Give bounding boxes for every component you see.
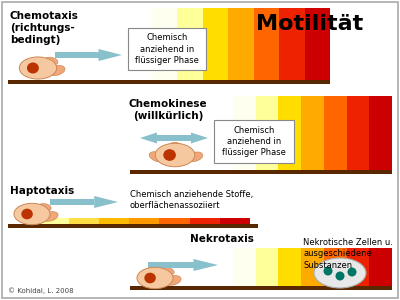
Bar bbox=[220, 218, 250, 226]
Bar bbox=[304, 8, 330, 82]
Bar bbox=[214, 120, 294, 163]
Ellipse shape bbox=[137, 267, 173, 289]
Text: Haptotaxis: Haptotaxis bbox=[10, 186, 74, 196]
Bar bbox=[233, 248, 256, 288]
Ellipse shape bbox=[187, 152, 203, 162]
Bar bbox=[8, 224, 258, 228]
Polygon shape bbox=[98, 49, 122, 61]
Bar bbox=[130, 286, 392, 290]
Text: Chemisch anziehende Stoffe,
oberflächenassoziiert: Chemisch anziehende Stoffe, oberflächena… bbox=[130, 190, 253, 211]
Bar bbox=[99, 218, 129, 226]
Bar bbox=[301, 248, 324, 288]
Bar bbox=[369, 96, 392, 172]
Bar bbox=[126, 8, 152, 82]
Bar bbox=[8, 218, 38, 226]
Ellipse shape bbox=[44, 57, 58, 65]
Bar bbox=[68, 218, 99, 226]
Bar bbox=[324, 248, 346, 288]
Ellipse shape bbox=[38, 204, 51, 211]
Polygon shape bbox=[94, 196, 118, 208]
Polygon shape bbox=[194, 259, 218, 271]
Text: Chemotaxis
(richtungs-
bedingt): Chemotaxis (richtungs- bedingt) bbox=[10, 11, 79, 45]
Polygon shape bbox=[191, 133, 208, 143]
Bar bbox=[8, 80, 330, 84]
Bar bbox=[210, 248, 233, 288]
Bar bbox=[50, 199, 94, 205]
Ellipse shape bbox=[165, 276, 181, 285]
Bar bbox=[8, 185, 318, 222]
Bar bbox=[148, 262, 194, 268]
Bar bbox=[346, 248, 369, 288]
Bar bbox=[130, 96, 210, 172]
Ellipse shape bbox=[161, 268, 174, 275]
Ellipse shape bbox=[14, 203, 50, 225]
Ellipse shape bbox=[27, 62, 39, 74]
Text: Chemokinese
(willkürlich): Chemokinese (willkürlich) bbox=[129, 99, 207, 121]
Ellipse shape bbox=[336, 272, 344, 280]
Bar bbox=[128, 28, 206, 70]
Bar bbox=[369, 248, 392, 288]
Text: Nekrotaxis: Nekrotaxis bbox=[190, 234, 254, 244]
Ellipse shape bbox=[324, 266, 332, 275]
Ellipse shape bbox=[21, 209, 33, 219]
Ellipse shape bbox=[169, 142, 181, 150]
Bar bbox=[324, 96, 346, 172]
Bar bbox=[210, 96, 233, 172]
Ellipse shape bbox=[144, 273, 156, 283]
Bar bbox=[228, 8, 254, 82]
Ellipse shape bbox=[348, 268, 356, 277]
Bar bbox=[279, 8, 304, 82]
Bar bbox=[8, 8, 126, 82]
Bar bbox=[129, 218, 159, 226]
Bar bbox=[157, 135, 191, 141]
Bar bbox=[301, 96, 324, 172]
Ellipse shape bbox=[314, 258, 366, 288]
Bar bbox=[256, 96, 278, 172]
Bar bbox=[202, 8, 228, 82]
Ellipse shape bbox=[163, 149, 176, 161]
Text: Nekrotische Zellen u.
ausgeschiedene
Substanzen: Nekrotische Zellen u. ausgeschiedene Sub… bbox=[303, 238, 393, 270]
Bar bbox=[55, 52, 98, 58]
Ellipse shape bbox=[48, 65, 65, 76]
Ellipse shape bbox=[155, 143, 195, 167]
Bar bbox=[278, 96, 301, 172]
Bar bbox=[130, 248, 210, 288]
Bar bbox=[346, 96, 369, 172]
Bar bbox=[190, 218, 220, 226]
Text: Chemisch
anziehend in
flüssiger Phase: Chemisch anziehend in flüssiger Phase bbox=[222, 125, 286, 158]
Bar bbox=[278, 248, 301, 288]
Bar bbox=[130, 170, 392, 174]
Bar bbox=[159, 218, 190, 226]
Bar bbox=[38, 218, 68, 226]
Text: Motilität: Motilität bbox=[256, 14, 364, 34]
Bar bbox=[233, 96, 256, 172]
Text: Chemisch
anziehend in
flüssiger Phase: Chemisch anziehend in flüssiger Phase bbox=[135, 33, 199, 65]
Ellipse shape bbox=[42, 212, 58, 221]
Ellipse shape bbox=[149, 152, 165, 162]
Ellipse shape bbox=[19, 57, 57, 79]
Bar bbox=[177, 8, 202, 82]
Bar bbox=[256, 248, 278, 288]
Polygon shape bbox=[140, 133, 157, 143]
Bar bbox=[152, 8, 177, 82]
Bar bbox=[254, 8, 279, 82]
Text: © Kohidai, L. 2008: © Kohidai, L. 2008 bbox=[8, 287, 74, 294]
